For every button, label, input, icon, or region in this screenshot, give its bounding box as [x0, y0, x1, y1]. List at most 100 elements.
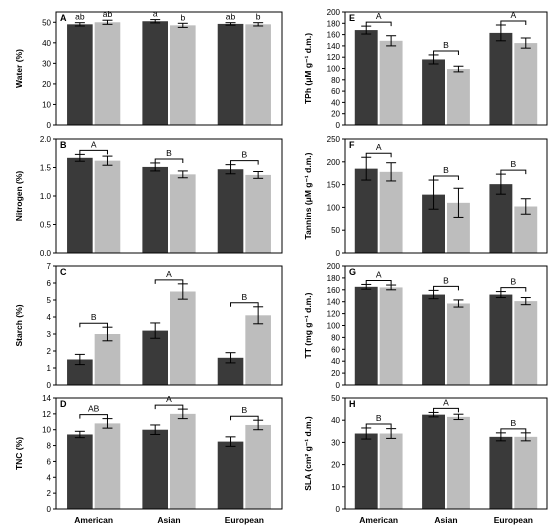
y-axis-label: Nitrogen (%) [14, 171, 24, 222]
significance-bracket [365, 21, 392, 27]
y-tick-label: 1 [47, 364, 52, 373]
y-tick-label: 80 [331, 333, 340, 342]
significance-letter: B [443, 40, 449, 50]
y-tick-label: 0 [336, 249, 341, 258]
significance-letter: A [376, 142, 382, 152]
bar-american-series2 [379, 433, 403, 509]
y-tick-label: 100 [327, 65, 341, 74]
bar-asian-series1 [422, 414, 445, 509]
bar-american-series1 [354, 168, 378, 253]
significance-letter: A [91, 139, 97, 149]
y-tick-label: 8 [47, 442, 52, 451]
panel-letter: D [60, 399, 67, 409]
y-tick-label: 250 [327, 135, 341, 144]
y-tick-label: 40 [42, 39, 51, 48]
significance-bracket [433, 175, 459, 181]
significance-letter: A [376, 11, 382, 21]
y-tick-label: 2.0 [40, 135, 52, 144]
y-tick-label: 4 [47, 473, 52, 482]
y-tick-label: 100 [327, 203, 341, 212]
significance-bracket [154, 404, 184, 410]
y-tick-label: 40 [331, 416, 340, 425]
plot-frame [344, 138, 548, 254]
y-tick-label: 40 [331, 98, 340, 107]
bar-asian-series2 [170, 174, 196, 253]
significance-letter: B [443, 275, 449, 285]
y-tick-label: 7 [47, 262, 52, 271]
bar-american-series1 [67, 24, 93, 126]
significance-bracket [154, 279, 184, 284]
bar-asian-series2 [447, 416, 470, 509]
significance-letter: AB [88, 404, 100, 414]
y-tick-label: 20 [331, 461, 340, 470]
bar-asian-series1 [142, 21, 168, 126]
significance-letter: ab [226, 12, 236, 22]
bar-asian-series1 [422, 294, 445, 385]
bar-european-series2 [514, 43, 538, 126]
bar-european-series2 [514, 436, 538, 509]
panel-letter: B [60, 140, 67, 150]
panel-letter: E [349, 13, 355, 23]
y-tick-label: 10 [42, 426, 51, 435]
bar-asian-series1 [142, 429, 168, 509]
significance-bracket [154, 158, 184, 163]
bar-american-series2 [94, 22, 121, 125]
y-axis-label: TT (mg g⁻¹ d.m.) [303, 292, 313, 358]
y-tick-label: 180 [327, 19, 341, 28]
y-axis-label: TNC (%) [14, 437, 24, 470]
y-tick-label: 120 [327, 310, 341, 319]
significance-letter: ab [75, 12, 85, 22]
y-tick-label: 2 [47, 489, 52, 498]
y-tick-label: 1.0 [40, 192, 52, 201]
y-tick-label: 14 [42, 394, 51, 403]
y-tick-label: 0 [47, 505, 52, 514]
bar-asian-series1 [422, 194, 445, 253]
y-tick-label: 200 [327, 8, 341, 17]
significance-letter: a [153, 9, 158, 19]
bar-european-series1 [217, 169, 244, 253]
x-category-label: Asian [157, 515, 180, 525]
panel-b: B Nitrogen (%) 0.0 0.5 1.0 1.5 2.0 A B B [14, 135, 283, 258]
bar-asian-series2 [447, 69, 470, 125]
y-tick-label: 40 [331, 357, 340, 366]
bar-european-series2 [245, 24, 271, 126]
bar-american-series2 [94, 423, 121, 509]
significance-letter: B [443, 165, 449, 175]
y-tick-label: 3 [47, 330, 52, 339]
bar-american-series1 [354, 433, 378, 509]
significance-letter: B [376, 413, 382, 423]
panel-letter: C [60, 267, 67, 277]
significance-bracket [79, 149, 108, 155]
y-tick-label: 50 [331, 394, 340, 403]
significance-bracket [79, 322, 108, 328]
y-tick-label: 100 [327, 322, 341, 331]
bar-american-series1 [67, 434, 93, 509]
y-tick-label: 60 [331, 87, 340, 96]
x-category-label: European [225, 515, 264, 525]
y-axis-label: Tannins (μM g⁻¹ d.m.) [303, 152, 313, 239]
panel-letter: A [60, 13, 67, 23]
y-tick-label: 50 [331, 226, 340, 235]
y-tick-label: 180 [327, 274, 341, 283]
significance-bracket [500, 20, 527, 25]
significance-bracket [365, 152, 392, 158]
bar-american-series2 [379, 171, 403, 253]
y-tick-label: 0 [47, 121, 52, 130]
significance-letter: ab [103, 9, 113, 19]
significance-letter: B [91, 312, 97, 322]
y-tick-label: 0 [336, 505, 341, 514]
bar-american-series2 [379, 287, 403, 385]
plot-frame [344, 11, 548, 126]
significance-letter: A [510, 10, 516, 20]
plot-frame [344, 265, 548, 386]
plot-frame [55, 265, 283, 386]
bar-european-series2 [514, 206, 538, 253]
y-tick-label: 30 [331, 438, 340, 447]
significance-bracket [500, 287, 527, 292]
y-tick-label: 200 [327, 262, 341, 271]
bar-european-series2 [514, 301, 538, 385]
significance-bracket [433, 407, 459, 413]
significance-letter: B [241, 150, 247, 160]
